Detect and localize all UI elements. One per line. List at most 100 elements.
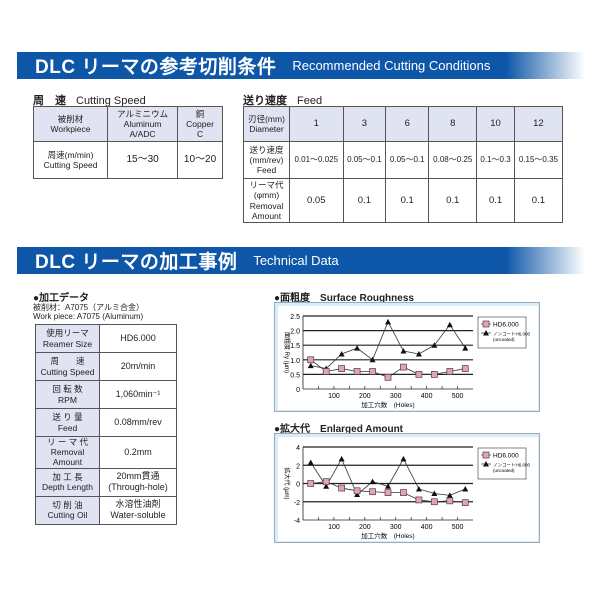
data-point-square	[415, 371, 423, 378]
x-tick-label: 200	[359, 393, 371, 400]
data-point-square	[322, 368, 330, 375]
data-point-square	[482, 320, 490, 328]
y-tick-label: 2.0	[290, 329, 300, 336]
banner-recommended-conditions: DLC リーマの参考切削条件 Recommended Cutting Condit…	[17, 52, 585, 79]
legend-label: (uncoated)	[493, 337, 515, 342]
data-point-square	[461, 365, 469, 372]
banner-title-jp: DLC リーマの参考切削条件	[35, 57, 277, 78]
data-point-triangle	[446, 321, 453, 328]
data-point-triangle	[483, 461, 489, 467]
y-axis-label: 面粗度 Ry (μm)	[283, 332, 291, 373]
table-cell: 回 転 数 RPM	[35, 380, 100, 409]
table-cell: 送り速度 (mm/rev) Feed	[243, 141, 290, 179]
x-axis-label: 加工穴数 (Holes)	[361, 400, 414, 409]
y-tick-label: 1.0	[290, 358, 300, 365]
table-cell: 切 削 油 Cutting Oil	[35, 495, 100, 525]
data-point-triangle	[307, 362, 314, 369]
data-point-triangle	[369, 478, 376, 485]
data-point-triangle	[338, 455, 345, 462]
table-cell: リ ー マ 代 Removal Amount	[35, 436, 100, 469]
data-point-triangle	[369, 356, 376, 363]
enlarged-chart-title: ●拡大代 Enlarged Amount	[274, 424, 404, 435]
table-cell: 0.15～0.35	[513, 141, 564, 179]
banner-technical-data: DLC リーマの加工事例 Technical Data	[17, 247, 585, 274]
table-cell: 0.1	[476, 178, 515, 223]
y-tick-label: 0	[296, 387, 300, 394]
table-cell: 20mm貫通 (Through-hole)	[99, 467, 177, 497]
data-point-square	[400, 489, 407, 496]
data-point-triangle	[400, 455, 407, 462]
data-point-square	[384, 489, 392, 496]
table-cell: 1	[289, 106, 344, 142]
table-cell: 0.1～0.3	[476, 141, 515, 179]
table-row: 使用リーマ Reamer Size HD6.000	[35, 324, 177, 353]
data-point-triangle	[354, 345, 361, 351]
table-cell: 水溶性油剤 Water-soluble	[99, 495, 177, 525]
table-row: 切 削 油 Cutting Oil 水溶性油剤 Water-soluble	[35, 495, 177, 525]
table-cell: 使用リーマ Reamer Size	[35, 324, 100, 353]
table-row: 周速(m/min) Cutting Speed 15～30 10～20	[32, 141, 223, 179]
roughness-chart: 0 0.5 1.0 1.5 2.0 2.5 100 200 300 400 500 加工穴数 (Hol…	[278, 306, 538, 410]
enlarged-chart: -4 -2 0 2 4 100 200 300 400 500 加工穴数 (Holes) 拡大代 (μ…	[278, 437, 538, 541]
table-row: リ ー マ 代 Removal Amount 0.2mm	[35, 436, 177, 469]
table-cell: 送 り 量 Feed	[35, 408, 100, 437]
table-row: リーマ代 (φmm) Removal Amount 0.05 0.1 0.1 0.1 0.1 0.…	[243, 178, 564, 223]
x-tick-label: 400	[421, 393, 433, 400]
data-point-square	[431, 498, 438, 506]
data-point-square	[384, 373, 392, 381]
table-cell: 0.05～0.1	[342, 141, 387, 179]
data-point-triangle	[446, 492, 453, 498]
legend-label: HD6.000	[493, 453, 519, 460]
table-cell: 8	[428, 106, 478, 142]
data-point-square	[461, 499, 469, 507]
table-cell: 6	[385, 106, 430, 142]
y-tick-label: -2	[294, 500, 300, 507]
table-cell: 3	[342, 106, 387, 142]
table-header-row: 被削材 Workpiece アルミニウム Aluminum A/ADC 銅 Copper C	[32, 106, 223, 142]
banner-title-jp: DLC リーマの加工事例	[35, 252, 238, 273]
data-point-triangle	[431, 490, 438, 497]
table-cell: 刃径(mm) Diameter	[243, 106, 290, 142]
x-tick-label: 500	[452, 393, 464, 400]
x-tick-label: 300	[390, 524, 402, 531]
y-tick-label: 0	[296, 482, 300, 489]
data-point-square	[338, 365, 345, 372]
data-point-square	[400, 363, 407, 371]
data-point-square	[446, 497, 454, 505]
data-point-square	[446, 368, 454, 375]
table-cell: 周 速 Cutting Speed	[35, 352, 100, 381]
x-tick-label: 400	[421, 524, 433, 531]
table-cell: 0.08～0.25	[428, 141, 478, 179]
y-tick-label: 1.5	[290, 343, 300, 350]
table-row: 回 転 数 RPM 1,060min⁻¹	[35, 380, 177, 409]
feed-title: 送り速度 Feed	[243, 95, 323, 107]
table-cell: 0.01～0.025	[289, 141, 344, 179]
table-cell: 加 工 長 Depth Length	[35, 467, 100, 497]
data-point-square	[369, 488, 376, 496]
data-point-triangle	[385, 483, 391, 489]
legend-label: ノンコートH6.000	[493, 332, 531, 337]
data-point-triangle	[431, 342, 438, 348]
data-point-triangle	[354, 491, 361, 497]
data-point-square	[431, 371, 438, 378]
data-point-square	[307, 480, 315, 487]
table-row: 加 工 長 Depth Length 20mm貫通 (Through-hole)	[35, 467, 177, 497]
x-tick-label: 200	[359, 524, 371, 531]
table-cell: 0.1	[342, 178, 387, 223]
table-cell: 0.08mm/rev	[99, 408, 177, 437]
data-point-triangle	[462, 345, 469, 351]
x-tick-label: 300	[390, 393, 402, 400]
banner-title-en: Technical Data	[253, 253, 339, 268]
data-point-triangle	[307, 459, 314, 466]
table-cell: リーマ代 (φmm) Removal Amount	[243, 178, 290, 223]
cutting-speed-table: 被削材 Workpiece アルミニウム Aluminum A/ADC 銅 Copper C 周…	[32, 106, 223, 179]
feed-table: 刃径(mm) Diameter 1 3 6 8 10 12 送り速度 (mm/rev) Feed 0.…	[243, 106, 564, 223]
table-cell: 10～20	[177, 141, 223, 179]
table-row: 周 速 Cutting Speed 20m/min	[35, 352, 177, 381]
table-cell: 15～30	[107, 141, 179, 179]
table-cell: 0.05～0.1	[385, 141, 430, 179]
y-axis-label: 拡大代 (μm)	[283, 467, 291, 499]
data-point-triangle	[323, 483, 330, 489]
banner-title-en: Recommended Cutting Conditions	[292, 58, 491, 73]
data-point-triangle	[462, 485, 469, 492]
